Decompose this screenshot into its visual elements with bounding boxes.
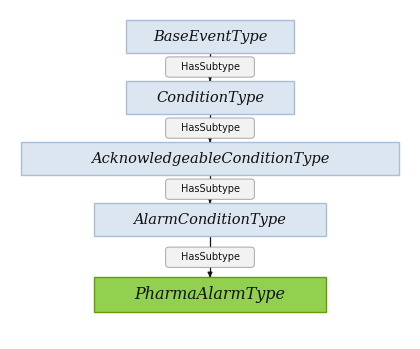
Text: AcknowledgeableConditionType: AcknowledgeableConditionType (91, 152, 329, 166)
FancyBboxPatch shape (94, 277, 326, 312)
Text: HasSubtype: HasSubtype (181, 62, 239, 72)
FancyBboxPatch shape (165, 118, 255, 138)
FancyBboxPatch shape (165, 247, 255, 267)
Text: AlarmConditionType: AlarmConditionType (134, 213, 286, 227)
Text: HasSubtype: HasSubtype (181, 123, 239, 133)
FancyBboxPatch shape (126, 20, 294, 53)
Text: PharmaAlarmType: PharmaAlarmType (134, 287, 286, 303)
Text: HasSubtype: HasSubtype (181, 252, 239, 262)
FancyBboxPatch shape (126, 81, 294, 114)
Text: BaseEventType: BaseEventType (153, 30, 267, 44)
FancyBboxPatch shape (94, 203, 326, 237)
Text: HasSubtype: HasSubtype (181, 184, 239, 194)
FancyBboxPatch shape (165, 57, 255, 77)
FancyBboxPatch shape (21, 142, 399, 175)
FancyBboxPatch shape (165, 179, 255, 199)
Text: ConditionType: ConditionType (156, 91, 264, 105)
